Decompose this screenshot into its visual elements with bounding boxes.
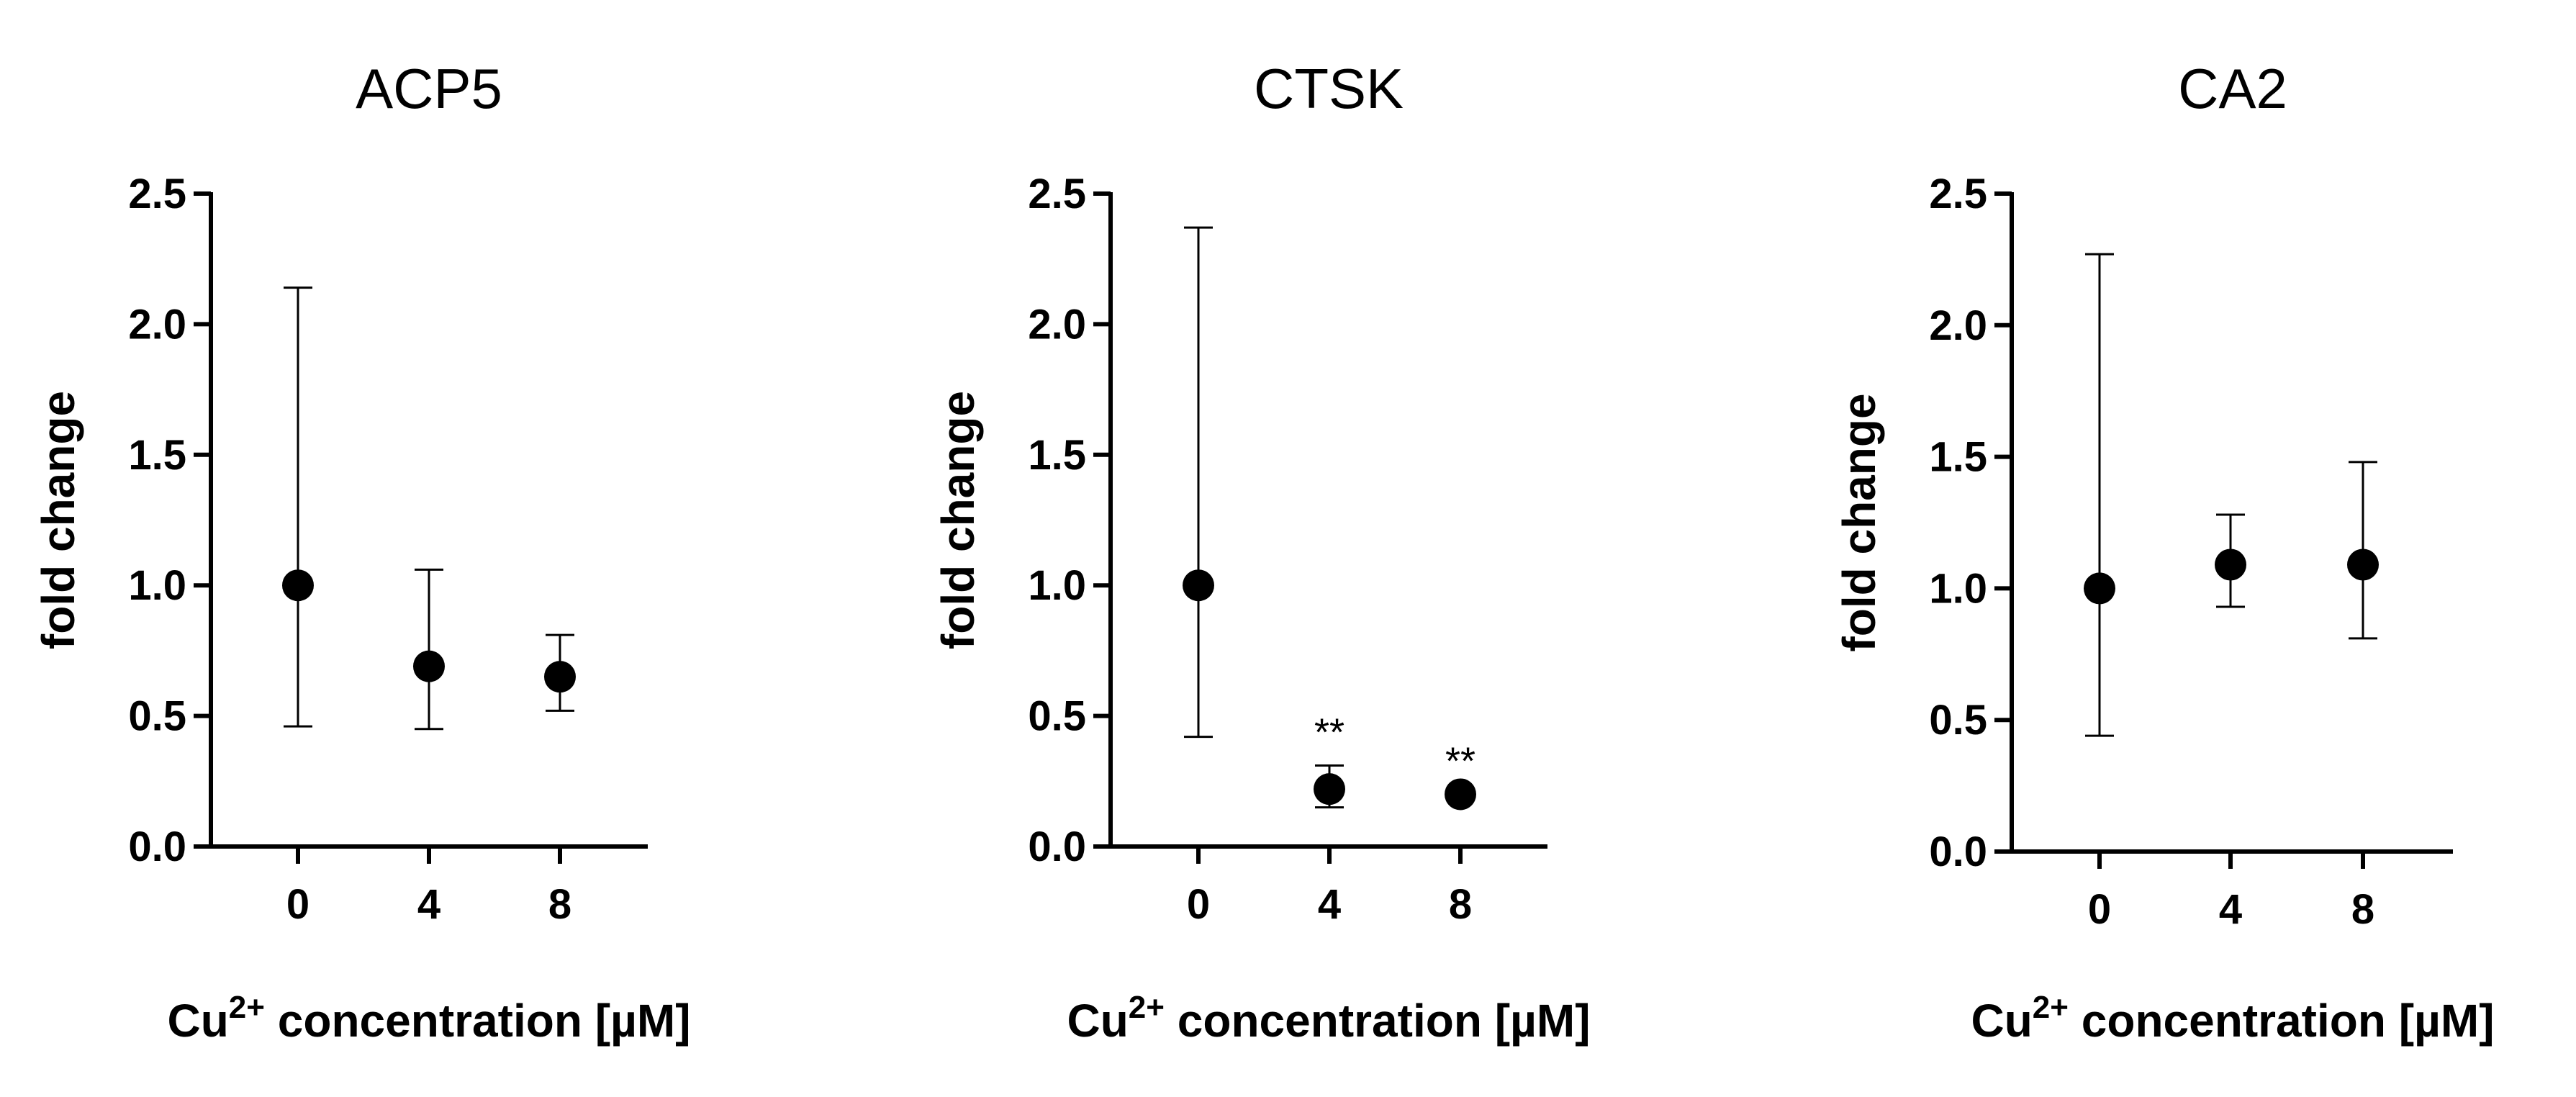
y-tick-label: 1.0 bbox=[1929, 565, 1987, 612]
y-tick-label: 1.0 bbox=[1028, 562, 1086, 609]
y-tick-label: 1.5 bbox=[1028, 432, 1086, 479]
y-tick-label: 0.5 bbox=[1028, 693, 1086, 740]
significance-label: ** bbox=[1445, 739, 1475, 782]
panel-title: CTSK bbox=[1254, 57, 1404, 120]
data-point bbox=[2084, 572, 2115, 605]
y-tick-label: 1.0 bbox=[128, 562, 186, 609]
x-axis-label: Cu2+ concentration [µM] bbox=[1067, 990, 1590, 1047]
data-point bbox=[544, 661, 576, 693]
panel-ca2: CA2 0.0 0.5 1.0 1.5 2.0 2.5 0 4 8 fold change Cu2+ … bbox=[1833, 57, 2495, 1047]
y-tick-label: 0.0 bbox=[1929, 829, 1987, 875]
data-point bbox=[2215, 548, 2246, 581]
y-tick-label: 0.0 bbox=[1028, 823, 1086, 870]
y-tick-label: 2.5 bbox=[128, 171, 186, 217]
x-tick-label: 0 bbox=[286, 881, 309, 928]
data-point bbox=[1183, 569, 1214, 602]
significance-label: ** bbox=[1314, 711, 1345, 754]
x-tick-label: 4 bbox=[417, 881, 440, 928]
x-tick-label: 4 bbox=[2219, 886, 2242, 933]
data-point bbox=[1445, 778, 1476, 811]
x-tick-label: 8 bbox=[2351, 886, 2374, 933]
y-tick-label: 2.0 bbox=[128, 301, 186, 348]
y-axis-label: fold change bbox=[32, 391, 84, 649]
panel-title: ACP5 bbox=[356, 57, 502, 120]
x-axis-label: Cu2+ concentration [µM] bbox=[1971, 990, 2494, 1047]
y-tick-label: 2.0 bbox=[1028, 301, 1086, 348]
data-point bbox=[1314, 773, 1345, 805]
panel-ctsk: CTSK 0.0 0.5 1.0 1.5 2.0 2.5 0 4 8 fold change Cu2+… bbox=[932, 57, 1591, 1047]
y-axis-label: fold change bbox=[932, 391, 984, 649]
y-tick-label: 0.0 bbox=[128, 823, 186, 870]
x-axis-label: Cu2+ concentration [µM] bbox=[167, 990, 690, 1047]
y-tick-label: 1.5 bbox=[1929, 434, 1987, 481]
y-tick-label: 0.5 bbox=[1929, 697, 1987, 744]
y-axis-label: fold change bbox=[1833, 393, 1885, 651]
panel-acp5: ACP5 0.0 0.5 1.0 1.5 2.0 2.5 0 4 8 fold change Cu2+… bbox=[32, 57, 691, 1047]
y-tick-label: 2.0 bbox=[1929, 302, 1987, 349]
data-point bbox=[2347, 548, 2379, 581]
y-tick-label: 2.5 bbox=[1929, 171, 1987, 217]
y-tick-label: 0.5 bbox=[128, 693, 186, 740]
x-tick-label: 4 bbox=[1318, 881, 1341, 928]
x-tick-label: 8 bbox=[1449, 881, 1472, 928]
panel-title: CA2 bbox=[2178, 57, 2287, 120]
data-point bbox=[413, 650, 445, 682]
x-tick-label: 0 bbox=[1187, 881, 1210, 928]
y-tick-label: 2.5 bbox=[1028, 171, 1086, 217]
x-tick-label: 0 bbox=[2088, 886, 2111, 933]
data-point bbox=[282, 569, 314, 602]
x-tick-label: 8 bbox=[548, 881, 571, 928]
y-tick-label: 1.5 bbox=[128, 432, 186, 479]
